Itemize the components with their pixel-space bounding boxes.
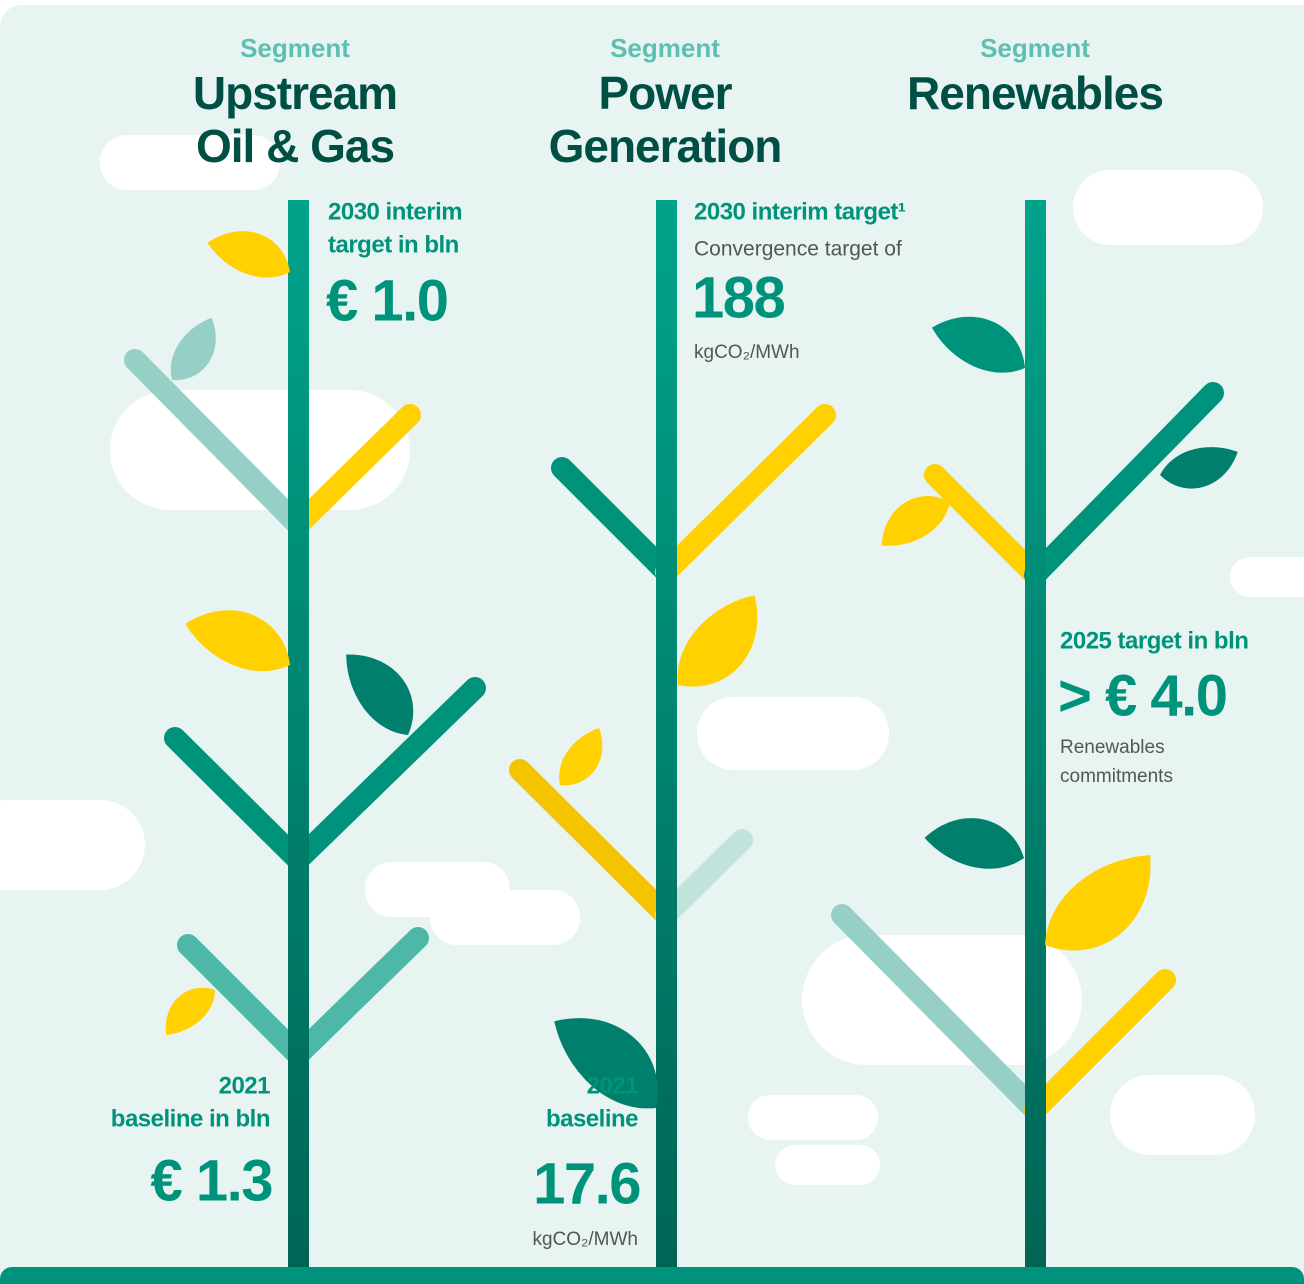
- baseline-heading: 2021: [587, 1072, 639, 1099]
- segment-label: Segment: [610, 33, 720, 63]
- segment-name: Power: [598, 67, 732, 119]
- target-value: > € 4.0: [1058, 663, 1226, 728]
- baseline-value: € 1.3: [151, 1148, 273, 1213]
- target-unit: kgCO₂/MWh: [694, 342, 800, 363]
- target-heading: 2030 interim target¹: [694, 198, 906, 225]
- baseline-heading: baseline: [546, 1105, 638, 1132]
- target-heading: target in bln: [328, 231, 459, 258]
- segment-name: Renewables: [907, 67, 1163, 119]
- ground: [0, 1267, 1304, 1284]
- target-note: commitments: [1060, 766, 1173, 787]
- target-value: € 1.0: [326, 268, 448, 333]
- stems: [288, 200, 1046, 1275]
- segment-name: Generation: [549, 120, 782, 172]
- segment-label: Segment: [240, 33, 350, 63]
- baseline-value: 17.6: [533, 1151, 640, 1216]
- baseline-heading: baseline in bln: [111, 1105, 270, 1132]
- baseline-heading: 2021: [219, 1072, 271, 1099]
- segment-name: Upstream: [193, 67, 397, 119]
- target-heading: 2025 target in bln: [1060, 627, 1248, 654]
- baseline-unit: kgCO₂/MWh: [532, 1229, 638, 1250]
- target-note: Renewables: [1060, 737, 1165, 758]
- segment-label: Segment: [980, 33, 1090, 63]
- target-heading: 2030 interim: [328, 198, 462, 225]
- branches: [124, 349, 1224, 1121]
- target-value: 188: [692, 265, 785, 330]
- segment-name: Oil & Gas: [196, 120, 394, 172]
- target-note: Convergence target of: [694, 238, 902, 261]
